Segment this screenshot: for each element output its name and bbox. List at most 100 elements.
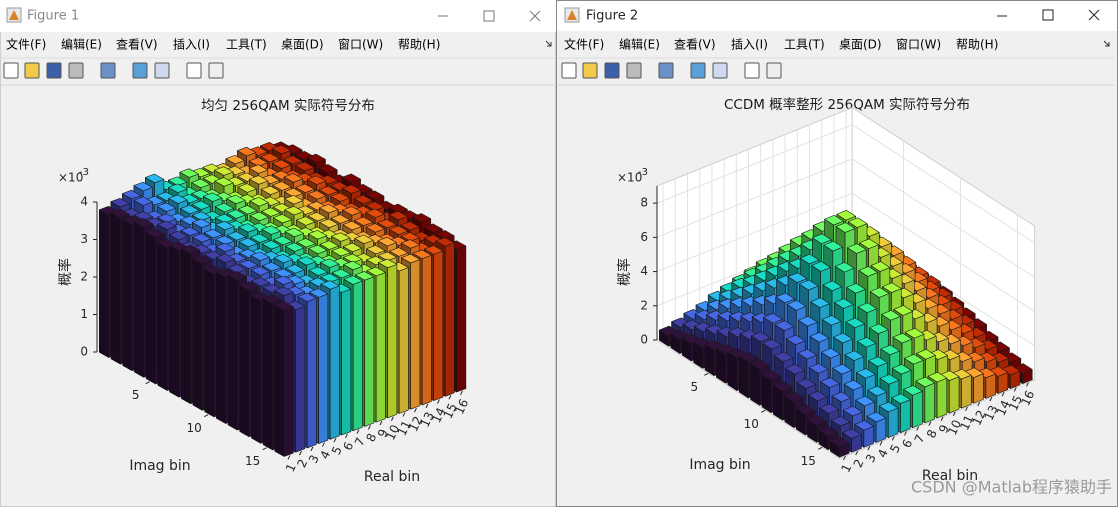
bar-top-face <box>191 200 211 210</box>
z-multiplier: ×10 <box>58 171 83 185</box>
bar-top-face <box>833 332 853 344</box>
toolbar-button[interactable] <box>154 62 170 79</box>
close-button[interactable] <box>529 10 541 22</box>
bar-left-face <box>262 298 273 451</box>
toolbar-button[interactable] <box>744 62 760 79</box>
bar-top-face <box>260 152 280 163</box>
bar-top-face <box>821 315 842 326</box>
toolbar-button[interactable] <box>604 62 620 79</box>
y-axis-label: Imag bin <box>689 457 750 473</box>
menu-item[interactable]: 文件(F) <box>564 37 604 52</box>
x-tick-label: 14 <box>994 398 1013 418</box>
menu-item[interactable]: 桌面(D) <box>281 38 324 52</box>
bar-top-face <box>341 184 362 194</box>
menu-item[interactable]: 查看(V) <box>674 38 716 52</box>
bar-top-face <box>122 189 142 200</box>
bar-top-face <box>818 425 839 437</box>
x-tick <box>1026 382 1029 387</box>
x-axis-label: Real bin <box>922 468 978 484</box>
figure-content: 文件(F) 编辑(E) 查看(V) 插入(I) 工具(T) 桌面(D) 窗口(W) 帮助(H)… <box>0 37 556 485</box>
menu-item[interactable]: 编辑(E) <box>61 37 102 52</box>
menu-item[interactable]: 窗口(W) <box>338 38 383 52</box>
toolbar-button[interactable] <box>766 62 782 79</box>
bar-top-face <box>215 220 235 231</box>
bar-top-face <box>830 436 850 448</box>
bar-top-face <box>808 363 829 374</box>
menu-item[interactable]: 工具(T) <box>226 38 267 52</box>
x-tick <box>879 441 883 446</box>
toolbar-button[interactable] <box>68 62 84 79</box>
bar <box>830 436 850 458</box>
y-tick <box>145 381 150 385</box>
toolbar-button[interactable] <box>46 62 62 79</box>
menu-item[interactable]: 桌面(D) <box>839 38 882 52</box>
bar-left-face <box>180 248 191 405</box>
bar-top-face <box>192 218 212 228</box>
bar-top-face <box>272 214 293 224</box>
toolbar-button[interactable] <box>100 62 116 79</box>
x-tick <box>977 401 981 407</box>
bar-top-face <box>133 211 154 221</box>
x-tick <box>855 450 859 456</box>
bar-front-face <box>387 264 398 419</box>
bar-top-face <box>341 173 361 183</box>
bar-top-face <box>834 262 855 273</box>
bar-top-face <box>248 164 269 174</box>
bar-top-face <box>215 235 235 245</box>
menu-item[interactable]: 文件(F) <box>6 37 46 52</box>
menu-item[interactable]: 工具(T) <box>784 38 825 52</box>
menu-item[interactable]: 插入(I) <box>731 38 768 52</box>
toolbar-button[interactable] <box>186 62 202 79</box>
toolbar-button[interactable] <box>24 62 40 79</box>
toolbar-button[interactable] <box>690 62 706 79</box>
bar-top-face <box>355 271 375 281</box>
chart-title: 均匀 256QAM 实际符号分布 <box>201 98 375 114</box>
bar-top-face <box>296 216 316 226</box>
toolbar-button[interactable] <box>658 62 674 79</box>
y-tick-label: 15 <box>245 454 260 468</box>
bar-top-face <box>271 144 291 155</box>
maximize-button[interactable] <box>1042 9 1054 21</box>
bar-top-face <box>810 297 830 308</box>
bar-top-face <box>295 161 315 172</box>
toolbar-button[interactable] <box>712 62 728 79</box>
x-tick <box>299 450 302 456</box>
x-tick <box>952 411 956 417</box>
menu-item[interactable]: 编辑(E) <box>619 37 660 52</box>
bar-top-face <box>857 302 878 313</box>
toolbar-button[interactable] <box>3 62 19 79</box>
close-button[interactable] <box>1088 9 1100 21</box>
bar-top-face <box>847 217 868 228</box>
x-tick <box>333 438 337 443</box>
toolbar-button[interactable] <box>208 62 224 79</box>
bar-top-face <box>319 240 339 250</box>
bar-top-face <box>365 223 385 233</box>
toolbar-button[interactable] <box>561 62 577 79</box>
bar-front-face <box>936 377 948 419</box>
chart-title: CCDM 概率整形 256QAM 实际符号分布 <box>724 96 970 113</box>
menu-item[interactable]: 帮助(H) <box>956 38 998 52</box>
menu-item[interactable]: 窗口(W) <box>896 38 941 52</box>
maximize-button[interactable] <box>483 10 495 22</box>
bar-top-face <box>830 415 851 427</box>
bar-left-face <box>761 374 772 414</box>
toolbar-button[interactable] <box>626 62 642 79</box>
bar-top-face <box>927 371 948 383</box>
bar-top-face <box>738 351 759 363</box>
menu-item[interactable]: 帮助(H) <box>398 38 440 52</box>
bar-top-face <box>307 175 327 185</box>
bar-top-face <box>297 292 317 302</box>
bar-top-face <box>285 242 305 252</box>
menu-item[interactable]: 查看(V) <box>116 38 158 52</box>
menu-item[interactable]: 插入(I) <box>173 38 210 52</box>
bar-top-face <box>846 283 866 294</box>
toolbar-button[interactable] <box>582 62 598 79</box>
bar-front-face <box>433 250 444 401</box>
y-tick <box>262 447 267 451</box>
bar-top-face <box>891 364 912 375</box>
bar-top-face <box>785 364 805 375</box>
toolbar-button[interactable] <box>132 62 148 79</box>
z-tick-label: 3 <box>80 232 88 246</box>
x-tick <box>1001 392 1005 397</box>
bar-left-face <box>110 212 121 365</box>
